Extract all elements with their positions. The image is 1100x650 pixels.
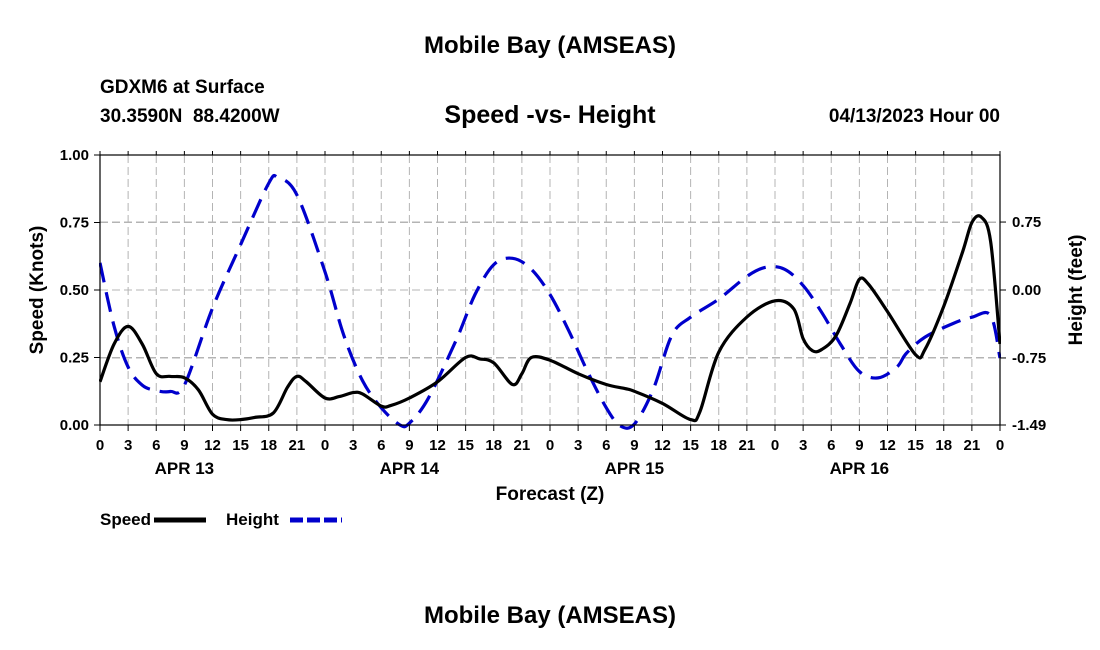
x-tick-label: 15	[907, 437, 924, 454]
chart-title: Speed -vs- Height	[444, 101, 656, 129]
y2-tick-label: 0.75	[1012, 214, 1041, 231]
x-tick-label: 12	[429, 437, 446, 454]
x-date-label: APR 15	[605, 459, 665, 478]
x-tick-label: 3	[124, 437, 132, 454]
x-tick-label: 0	[996, 437, 1004, 454]
series-line-speed	[99, 214, 1001, 423]
x-date-label: APR 16	[830, 459, 890, 478]
y2-tick-label: -0.75	[1012, 350, 1046, 367]
x-tick-label: 12	[654, 437, 671, 454]
grid-lines	[100, 155, 1000, 425]
forecast-date-label: 04/13/2023 Hour 00	[828, 106, 1000, 127]
x-tick-label: 18	[710, 437, 727, 454]
legend-label-speed: Speed	[100, 510, 151, 529]
page-title-bottom: Mobile Bay (AMSEAS)	[423, 602, 677, 629]
x-tick-label: 21	[964, 437, 981, 454]
x-tick-label: 3	[799, 437, 807, 454]
x-tick-label: 21	[289, 437, 306, 454]
x-date-label: APR 13	[155, 459, 215, 478]
x-tick-label: 0	[771, 437, 779, 454]
x-tick-label: 0	[546, 437, 554, 454]
series-group	[99, 173, 1001, 430]
y2-tick-label: -1.49	[1012, 417, 1046, 434]
x-tick-label: 18	[935, 437, 952, 454]
legend: Speed Height	[100, 510, 342, 529]
x-tick-label: 15	[232, 437, 249, 454]
x-tick-label: 18	[260, 437, 277, 454]
x-tick-label: 12	[879, 437, 896, 454]
series-line-height	[99, 173, 1001, 430]
y2-axis-title: Height (feet)	[1066, 235, 1087, 346]
x-tick-label: 18	[485, 437, 502, 454]
x-tick-label: 12	[204, 437, 221, 454]
x-tick-label: 6	[152, 437, 160, 454]
x-tick-label: 3	[349, 437, 357, 454]
x-tick-label: 21	[739, 437, 756, 454]
x-tick-label: 0	[96, 437, 104, 454]
x-tick-label: 6	[827, 437, 835, 454]
x-tick-label: 9	[630, 437, 638, 454]
station-label: GDXM6 at Surface	[100, 77, 265, 98]
coordinates-label: 30.3590N 88.4200W	[100, 106, 280, 127]
x-tick-label: 0	[321, 437, 329, 454]
x-tick-label: 9	[855, 437, 863, 454]
x-tick-label: 3	[574, 437, 582, 454]
legend-label-height: Height	[226, 510, 279, 529]
y-tick-label: 0.50	[60, 282, 89, 299]
x-tick-label: 6	[377, 437, 385, 454]
axis-ticks	[94, 151, 1006, 431]
y-tick-label: 0.00	[60, 417, 89, 434]
y-tick-label: 0.25	[60, 350, 89, 367]
y-axis-title: Speed (Knots)	[27, 226, 48, 355]
y-tick-label: 0.75	[60, 215, 89, 232]
x-tick-label: 6	[602, 437, 610, 454]
x-tick-label: 9	[180, 437, 188, 454]
x-axis-title: Forecast (Z)	[496, 484, 605, 505]
x-tick-label: 21	[514, 437, 531, 454]
y2-tick-label: 0.00	[1012, 282, 1041, 299]
y-tick-label: 1.00	[60, 147, 89, 164]
x-tick-label: 15	[682, 437, 699, 454]
x-tick-label: 9	[405, 437, 413, 454]
x-tick-label: 15	[457, 437, 474, 454]
axis-labels: 0 3 6 9 12 15 18 21 0 3 6 9 12 15 18 21 0 3 6 9 12 15 18 21 0 3 6 9…	[27, 147, 1087, 505]
page-title: Mobile Bay (AMSEAS)	[423, 32, 677, 59]
x-date-label: APR 14	[380, 459, 440, 478]
